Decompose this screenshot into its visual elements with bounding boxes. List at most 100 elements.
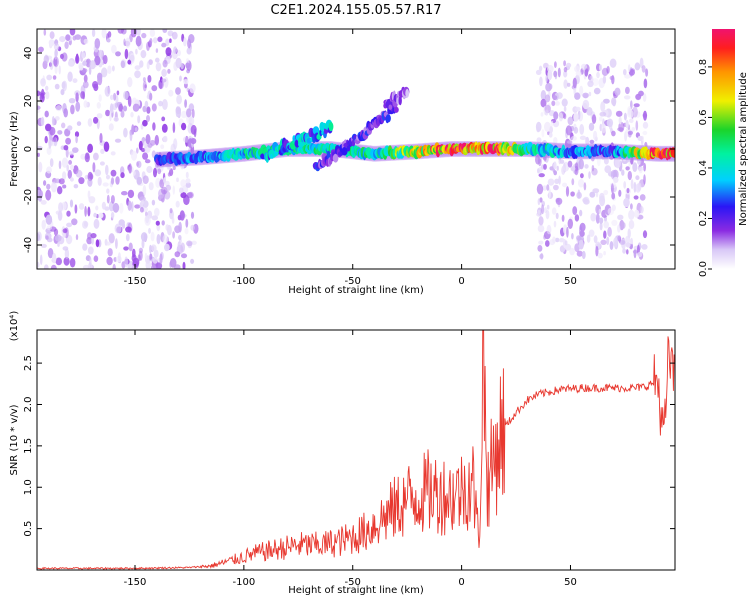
noise-cell (561, 98, 568, 107)
noise-cell (146, 115, 150, 122)
noise-cell (642, 130, 648, 136)
noise-cell (563, 70, 568, 78)
noise-cell (140, 50, 147, 59)
noise-cell (588, 91, 592, 97)
noise-cell (624, 74, 631, 79)
noise-cell (588, 171, 591, 179)
noise-cell (162, 234, 169, 244)
noise-cell (553, 70, 558, 78)
noise-cell (97, 176, 102, 186)
y-tick-label: 0.5 (23, 521, 34, 537)
noise-cell (161, 123, 168, 133)
branch-cell (341, 146, 348, 156)
noise-cell (87, 118, 93, 127)
noise-cell (613, 176, 619, 183)
noise-cell (75, 92, 79, 103)
noise-cell (630, 238, 633, 245)
noise-cell (62, 171, 67, 181)
noise-cell (93, 83, 99, 92)
noise-cell (567, 82, 571, 87)
noise-cell (123, 127, 128, 138)
noise-cell (93, 218, 100, 229)
noise-cell (172, 231, 176, 239)
heatmap-marks (37, 29, 675, 269)
noise-cell (537, 198, 541, 206)
noise-cell (171, 216, 175, 224)
noise-cell (46, 183, 51, 190)
colorbar: 0.0 0.2 0.4 0.6 0.8 Normalized spectral ampl… (698, 29, 749, 277)
noise-cell (630, 203, 633, 210)
noise-cell (45, 189, 52, 201)
noise-cell (91, 29, 96, 37)
noise-cell (150, 231, 155, 242)
noise-cell (63, 256, 70, 266)
noise-cell (75, 169, 83, 178)
noise-cell (554, 178, 560, 184)
noise-cell (136, 29, 141, 37)
noise-cell (48, 139, 52, 150)
noise-cell (61, 157, 68, 168)
noise-cell (570, 191, 575, 197)
noise-cell (545, 209, 550, 220)
noise-cell (185, 62, 190, 69)
noise-cell (579, 230, 585, 237)
noise-cell (172, 185, 175, 195)
noise-cell (589, 75, 594, 84)
noise-cell (628, 209, 635, 220)
noise-cell (574, 214, 580, 222)
noise-cell (159, 253, 163, 265)
noise-cell (641, 244, 648, 250)
noise-cell (64, 41, 69, 49)
noise-cell (37, 145, 43, 151)
noise-cell (54, 83, 60, 90)
branch-cell (385, 114, 391, 123)
noise-cell (603, 251, 606, 256)
noise-cell (131, 124, 135, 135)
snr-frame (36, 329, 676, 571)
noise-cell (638, 90, 644, 97)
noise-cell (98, 49, 104, 58)
noise-cell (563, 113, 567, 120)
noise-cell (537, 245, 543, 252)
noise-cell (106, 38, 111, 43)
noise-cell (561, 214, 565, 222)
noise-cell (127, 200, 132, 211)
noise-cell (179, 75, 182, 82)
noise-cell (535, 154, 541, 165)
noise-cell (132, 257, 140, 268)
noise-cell (565, 125, 573, 136)
noise-cell (178, 221, 182, 233)
noise-cell (633, 103, 640, 108)
noise-cell (83, 100, 88, 108)
noise-cell (165, 184, 172, 191)
noise-cell (40, 116, 45, 126)
noise-cell (117, 252, 121, 261)
noise-cell (623, 112, 627, 121)
noise-cell (78, 203, 85, 210)
noise-cell (599, 195, 606, 207)
noise-cell (149, 92, 153, 101)
noise-cell (558, 112, 564, 122)
noise-cell (637, 135, 643, 141)
noise-cell (552, 236, 556, 244)
noise-cell (116, 90, 120, 96)
noise-cell (582, 92, 589, 99)
noise-cell (574, 162, 579, 172)
noise-cell (612, 99, 616, 107)
noise-cell (101, 29, 107, 39)
noise-cell (124, 256, 128, 268)
noise-cell (538, 65, 543, 72)
noise-cell (122, 105, 128, 112)
noise-cell (581, 250, 586, 260)
noise-cell (139, 196, 146, 202)
noise-cell (599, 222, 603, 231)
noise-cell (48, 39, 55, 47)
noise-cell (95, 239, 100, 248)
noise-cell (134, 65, 141, 70)
noise-cell (161, 116, 166, 122)
noise-cell (39, 254, 43, 266)
noise-cell (67, 71, 73, 82)
noise-cell (191, 240, 197, 245)
noise-cell (545, 82, 552, 92)
noise-cell (37, 90, 41, 97)
